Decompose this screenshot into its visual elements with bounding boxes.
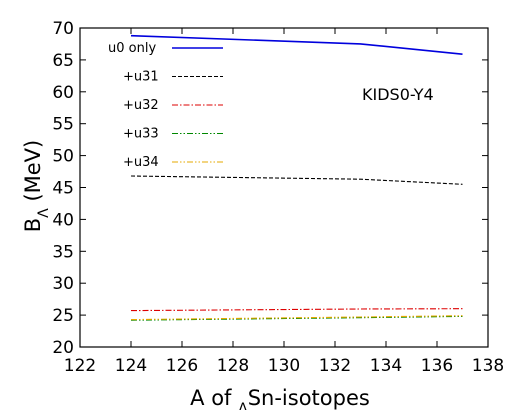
- series-line-1: [130, 34, 463, 55]
- y-tick-label: 35: [52, 242, 74, 262]
- chart-annotation: KIDS0-Y4: [362, 85, 434, 104]
- x-tick-label: 134: [370, 356, 402, 376]
- y-tick-label: 25: [52, 306, 74, 326]
- x-tick-label: 132: [319, 356, 351, 376]
- x-tick-label: 126: [166, 356, 198, 376]
- legend-label-5: +u34: [123, 155, 159, 170]
- legend-label-4: +u33: [123, 127, 159, 142]
- x-tick-label: 128: [217, 356, 249, 376]
- x-axis-label: A of ΛSn-isotopes: [190, 386, 370, 410]
- y-tick-label: 55: [52, 115, 74, 135]
- series-line-2: [130, 175, 463, 185]
- legend-label-3: +u32: [123, 98, 159, 113]
- x-tick-label: 130: [268, 356, 300, 376]
- legend-label-2: +u31: [123, 70, 159, 85]
- series-line-4: [130, 315, 463, 321]
- y-tick-label: 50: [52, 147, 74, 167]
- x-tick-label: 122: [64, 356, 96, 376]
- y-tick-label: 60: [52, 83, 74, 103]
- x-tick-label: 138: [472, 356, 504, 376]
- x-tick-label: 136: [421, 356, 453, 376]
- y-tick-label: 20: [52, 338, 74, 358]
- y-tick-label: 45: [52, 179, 74, 199]
- y-tick-label: 30: [52, 274, 74, 294]
- y-tick-label: 65: [52, 51, 74, 71]
- series-line-5: [130, 315, 463, 321]
- y-tick-label: 70: [52, 19, 74, 39]
- x-tick-label: 124: [115, 356, 147, 376]
- series-line-3: [130, 308, 463, 312]
- legend-label-1: u0 only: [108, 41, 156, 56]
- y-tick-label: 40: [52, 210, 74, 230]
- y-axis-label: BΛ (MeV): [21, 140, 52, 232]
